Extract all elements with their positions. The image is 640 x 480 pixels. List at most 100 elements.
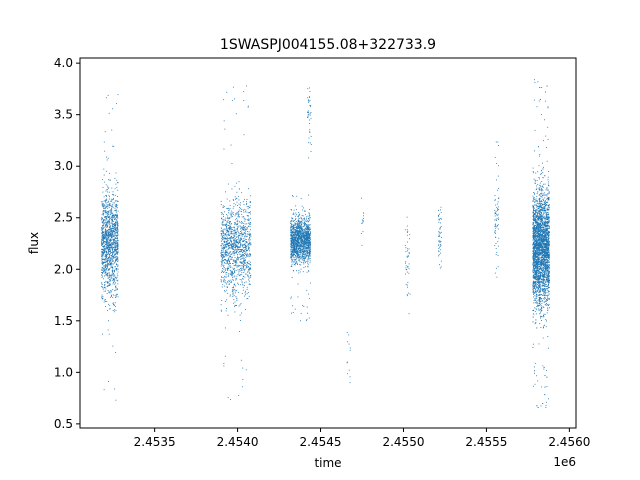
- data-point: [537, 236, 539, 238]
- data-point: [232, 251, 234, 253]
- data-point: [109, 278, 111, 280]
- data-point: [407, 295, 409, 297]
- data-point: [249, 207, 251, 209]
- data-point: [108, 194, 110, 196]
- data-point: [236, 278, 238, 280]
- data-point: [112, 212, 114, 214]
- data-point: [109, 245, 111, 246]
- data-point: [296, 233, 298, 235]
- data-point: [105, 219, 107, 221]
- data-point: [290, 266, 292, 268]
- data-point: [107, 226, 108, 228]
- data-point: [407, 254, 409, 256]
- data-point: [305, 260, 307, 262]
- data-point: [106, 256, 108, 257]
- data-point: [101, 272, 103, 273]
- data-point: [238, 237, 240, 239]
- data-point: [249, 235, 250, 237]
- data-point: [296, 255, 298, 257]
- data-point: [293, 225, 295, 226]
- data-point: [222, 254, 224, 256]
- data-point: [228, 258, 229, 260]
- data-point: [106, 242, 108, 244]
- data-point: [221, 237, 223, 239]
- data-point: [305, 237, 307, 239]
- data-point: [294, 249, 296, 251]
- data-point: [540, 240, 542, 242]
- data-point: [117, 245, 119, 247]
- data-point: [110, 222, 112, 224]
- data-point: [235, 264, 237, 266]
- data-point: [301, 243, 303, 245]
- data-point: [290, 225, 292, 227]
- data-point: [240, 255, 242, 257]
- data-point: [548, 283, 549, 285]
- data-point: [110, 212, 112, 214]
- data-point: [241, 312, 243, 314]
- data-point: [542, 207, 544, 209]
- data-point: [497, 266, 499, 268]
- data-point: [105, 241, 107, 243]
- data-point: [242, 262, 244, 264]
- data-point: [115, 243, 117, 245]
- data-point: [241, 230, 243, 232]
- data-point: [109, 243, 111, 245]
- data-point: [231, 274, 233, 276]
- data-point: [238, 395, 240, 396]
- data-point: [240, 268, 241, 269]
- data-point: [234, 290, 236, 292]
- data-point: [246, 236, 248, 238]
- data-point: [244, 292, 246, 294]
- data-point: [110, 252, 112, 254]
- data-point: [241, 249, 243, 251]
- data-point: [247, 291, 249, 293]
- data-point: [304, 236, 306, 238]
- data-point: [114, 247, 116, 249]
- data-point: [297, 296, 299, 298]
- data-point: [236, 220, 238, 222]
- data-point: [297, 233, 299, 235]
- data-point: [292, 243, 294, 245]
- data-point: [117, 238, 118, 240]
- data-point: [243, 216, 245, 217]
- data-point: [544, 222, 546, 224]
- data-point: [299, 252, 301, 253]
- data-point: [296, 230, 298, 232]
- data-point: [246, 254, 248, 256]
- data-point: [249, 223, 251, 225]
- data-point: [107, 282, 109, 283]
- data-point: [103, 270, 105, 272]
- data-point: [234, 284, 235, 286]
- data-point: [497, 241, 499, 243]
- data-point: [104, 216, 106, 218]
- data-point: [232, 237, 234, 238]
- data-point: [101, 236, 103, 238]
- data-point: [297, 257, 299, 259]
- data-point: [248, 263, 249, 265]
- data-point: [302, 215, 304, 217]
- data-point: [250, 222, 252, 223]
- data-point: [540, 218, 541, 220]
- data-point: [298, 220, 300, 222]
- data-point: [106, 213, 108, 214]
- data-point: [112, 231, 114, 232]
- data-point: [238, 265, 240, 266]
- data-point: [103, 290, 105, 292]
- data-point: [224, 128, 226, 130]
- data-point: [115, 295, 117, 297]
- data-point: [246, 298, 248, 300]
- data-point: [245, 369, 247, 371]
- data-point: [236, 236, 238, 238]
- data-point: [107, 277, 109, 279]
- data-point: [117, 275, 119, 277]
- data-point: [232, 247, 234, 249]
- data-point: [300, 242, 302, 244]
- data-point: [110, 274, 112, 276]
- data-point: [237, 259, 238, 261]
- data-point: [249, 284, 251, 286]
- data-point: [234, 232, 236, 234]
- data-point: [295, 227, 297, 228]
- data-point: [101, 297, 103, 299]
- data-point: [116, 253, 118, 255]
- data-point: [109, 218, 111, 220]
